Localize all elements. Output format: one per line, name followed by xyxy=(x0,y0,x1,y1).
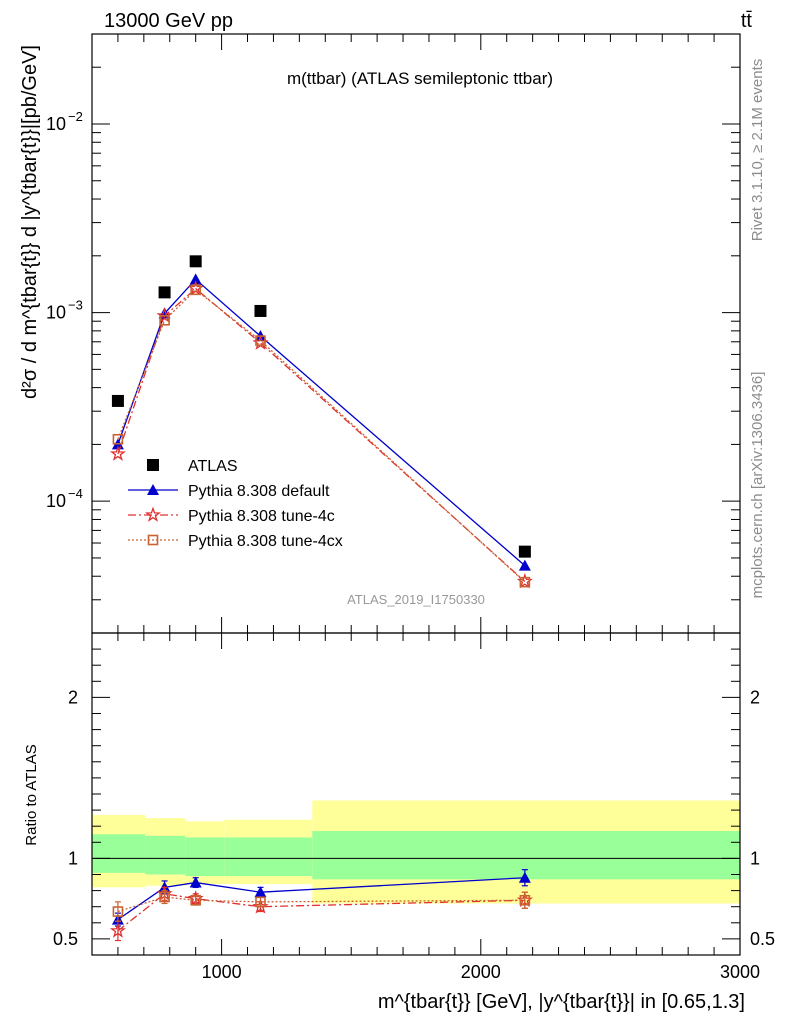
analysis-id: ATLAS_2019_I1750330 xyxy=(347,592,485,607)
stat-uncertainty-band xyxy=(312,831,740,880)
main-data-point xyxy=(254,304,267,317)
main-y-tick-label: 10 xyxy=(46,303,66,323)
mcplots-label: mcplots.cern.ch [arXiv:1306.3436] xyxy=(749,372,766,599)
main-data-point xyxy=(109,445,126,461)
main-data-point xyxy=(156,307,173,323)
legend-label: ATLAS xyxy=(188,458,238,475)
legend-marker xyxy=(144,506,162,522)
stat-uncertainty-band xyxy=(224,837,313,877)
header-right: tt̄ xyxy=(741,10,753,32)
stat-uncertainty-band xyxy=(92,834,146,873)
main-data-point xyxy=(518,545,531,558)
ratio-data-point xyxy=(519,894,531,906)
main-y-tick-label: 10 xyxy=(46,114,66,134)
ratio-y-tick-label-right: 1 xyxy=(750,848,760,868)
main-data-point xyxy=(189,273,202,285)
main-data-point xyxy=(111,394,124,407)
legend-label: Pythia 8.308 tune-4c xyxy=(188,508,335,525)
x-tick-label: 1000 xyxy=(202,962,242,982)
legend-label: Pythia 8.308 tune-4cx xyxy=(188,533,343,550)
main-data-point xyxy=(255,335,266,346)
rivet-label: Rivet 3.1.10, ≥ 2.1M events xyxy=(749,59,766,242)
ratio-y-tick-label: 1 xyxy=(68,848,78,868)
stat-uncertainty-band xyxy=(145,835,186,875)
ratio-y-tick-label-right: 0.5 xyxy=(750,929,775,949)
ratio-data-point xyxy=(254,886,267,898)
ratio-y-tick-label-right: 2 xyxy=(750,687,760,707)
legend-marker xyxy=(147,484,159,495)
ratio-y-axis-label: Ratio to ATLAS xyxy=(23,744,40,845)
legend-marker xyxy=(147,534,159,546)
header-left: 13000 GeV pp xyxy=(104,10,233,32)
ratio-data-point xyxy=(159,891,170,903)
ratio-panel: 0.5 0.5 1 1 2 2 1000 2000 3000 xyxy=(53,632,775,982)
main-data-point xyxy=(519,576,531,588)
main-data-point xyxy=(159,315,170,326)
ratio-data-point xyxy=(189,876,202,888)
ratio-data-point xyxy=(112,906,124,917)
main-y-axis-label: d²σ / d m^{tbar{t}} d |y^{tbar{t}}|[pb/G… xyxy=(19,45,41,399)
main-y-tick-label-exponent: −2 xyxy=(68,109,83,124)
stat-uncertainty-band xyxy=(185,837,225,877)
ratio-y-tick-label: 2 xyxy=(68,687,78,707)
x-tick-label: 2000 xyxy=(461,962,501,982)
main-series-line xyxy=(117,288,526,583)
main-y-tick-label-exponent: −3 xyxy=(68,298,83,313)
main-data-point xyxy=(112,433,124,445)
ratio-data-point xyxy=(190,894,201,906)
main-data-point xyxy=(189,255,202,268)
main-y-tick-label-exponent: −4 xyxy=(68,486,83,501)
main-data-point xyxy=(518,559,531,571)
x-axis-label: m^{tbar{t}} [GeV], |y^{tbar{t}}| in [0.6… xyxy=(378,991,745,1013)
main-data-point xyxy=(158,286,171,299)
ratio-data-point xyxy=(255,896,266,908)
legend-label: Pythia 8.308 default xyxy=(188,483,330,500)
x-tick-label: 3000 xyxy=(720,962,760,982)
ratio-data-point xyxy=(109,922,126,938)
ratio-frame xyxy=(91,632,741,956)
main-panel: 10−410−310−2 xyxy=(46,33,741,634)
main-y-tick-label: 10 xyxy=(46,491,66,511)
main-title: m(ttbar) (ATLAS semileptonic ttbar) xyxy=(287,69,553,88)
ratio-y-tick-label: 0.5 xyxy=(53,929,78,949)
legend-marker xyxy=(147,459,159,471)
legend: ATLAS Pythia 8.308 default Pythia 8.308 tu… xyxy=(128,458,343,550)
main-series-line xyxy=(117,287,526,582)
main-data-point xyxy=(190,284,201,296)
ratio-data-point xyxy=(518,871,531,883)
